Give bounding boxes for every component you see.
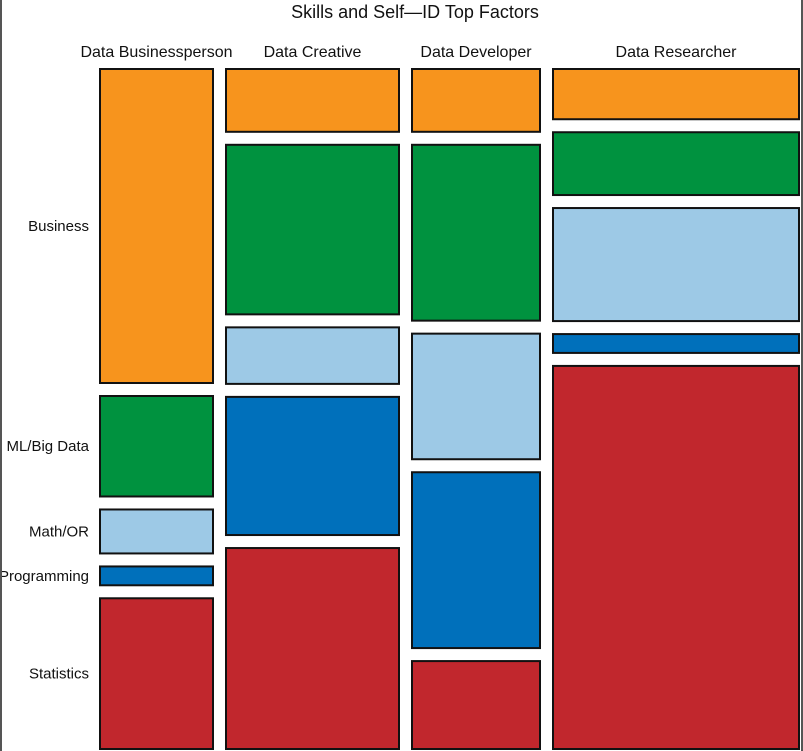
row-label-statistics: Statistics — [29, 666, 89, 683]
tile-data-researcher-business — [552, 68, 800, 121]
column-label-data-researcher: Data Researcher — [616, 44, 738, 61]
tile-data-businessperson-statistics — [99, 597, 214, 751]
tile-data-businessperson-programming — [99, 565, 214, 587]
row-labels: Business ML/Big Data Math/OR Programming Sta… — [2, 218, 90, 683]
column-label-data-creative: Data Creative — [264, 44, 362, 61]
row-label-business: Business — [28, 218, 89, 235]
tile-data-creative-business — [225, 68, 400, 133]
tile-data-businessperson-math-or — [99, 508, 214, 555]
tile-data-developer-programming — [411, 471, 541, 650]
mosaic-tiles — [99, 68, 800, 751]
chart-title: Skills and Self—ID Top Factors — [291, 2, 539, 22]
tile-data-creative-math-or — [225, 326, 400, 385]
tile-data-developer-business — [411, 68, 541, 133]
tile-data-researcher-programming — [552, 333, 800, 354]
tile-data-developer-statistics — [411, 660, 541, 751]
tile-data-creative-programming — [225, 395, 400, 537]
tile-data-businessperson-ml-big-data — [99, 395, 214, 498]
tile-data-researcher-statistics — [552, 364, 800, 750]
row-label-programming: Programming — [2, 568, 89, 585]
column-labels: Data Businessperson Data Creative Data Dev… — [80, 44, 737, 61]
tile-data-creative-statistics — [225, 547, 400, 750]
column-label-data-businessperson: Data Businessperson — [80, 44, 232, 61]
tile-data-creative-ml-big-data — [225, 143, 400, 316]
row-label-ml-big-data: ML/Big Data — [6, 438, 89, 455]
row-label-math-or: Math/OR — [29, 523, 89, 540]
tile-data-researcher-math-or — [552, 207, 800, 323]
tile-data-researcher-ml-big-data — [552, 131, 800, 197]
tile-data-developer-ml-big-data — [411, 143, 541, 322]
tile-data-businessperson-business — [99, 68, 214, 384]
tile-data-developer-math-or — [411, 332, 541, 461]
column-label-data-developer: Data Developer — [420, 44, 532, 61]
